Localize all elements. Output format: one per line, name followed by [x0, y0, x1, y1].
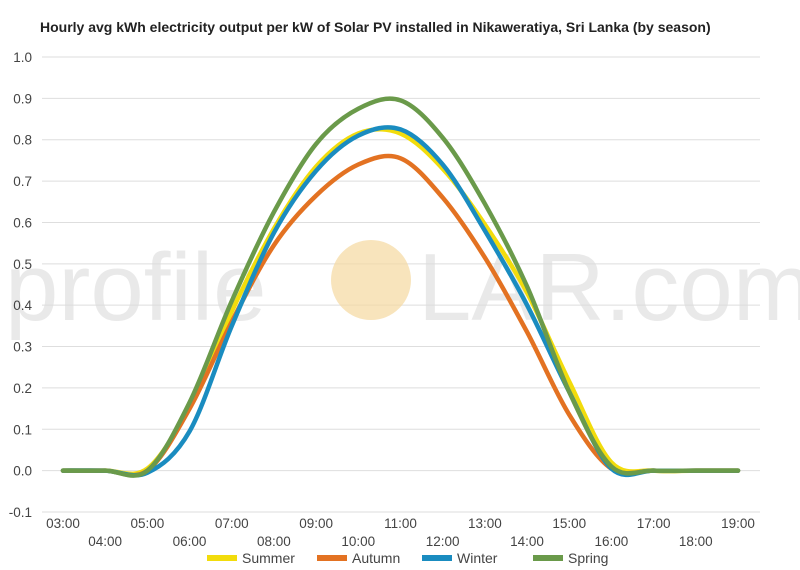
x-tick-label: 11:00: [384, 516, 417, 531]
y-tick-label: 0.2: [13, 381, 32, 396]
y-tick-label: 0.3: [13, 340, 32, 355]
x-tick-label: 06:00: [173, 534, 207, 549]
y-tick-label: 1.0: [13, 50, 32, 65]
legend-swatch-autumn: [317, 555, 347, 561]
y-axis-ticks: -0.1 0.0 0.1 0.2 0.3 0.4 0.5 0.6 0.7 0.8 0.9 1.0: [9, 50, 33, 520]
legend-swatch-summer: [207, 555, 237, 561]
y-tick-label: 0.9: [13, 91, 32, 106]
legend-label-spring: Spring: [568, 550, 608, 566]
x-axis-ticks: 03:00 04:00 05:00 06:00 07:00 08:00 09:00 10:00…: [46, 516, 755, 549]
legend-label-winter: Winter: [457, 550, 498, 566]
x-tick-label: 17:00: [637, 516, 671, 531]
x-tick-label: 14:00: [510, 534, 544, 549]
y-tick-label: 0.1: [13, 422, 32, 437]
watermark-text-right: LAR.com: [418, 234, 800, 341]
x-tick-label: 04:00: [88, 534, 122, 549]
grid-lines: [42, 56, 760, 513]
x-tick-label: 13:00: [468, 516, 502, 531]
x-tick-label: 09:00: [299, 516, 333, 531]
y-tick-label: -0.1: [9, 505, 32, 520]
legend-label-summer: Summer: [242, 550, 295, 566]
series-lines: [60, 96, 741, 478]
x-tick-label: 16:00: [595, 534, 629, 549]
legend: Summer Autumn Winter Spring: [207, 550, 608, 566]
y-tick-label: 0.4: [13, 298, 32, 313]
y-tick-label: 0.5: [13, 257, 32, 272]
x-tick-label: 03:00: [46, 516, 80, 531]
y-tick-label: 0.6: [13, 215, 32, 230]
legend-swatch-spring: [533, 555, 563, 561]
y-tick-label: 0.7: [13, 174, 32, 189]
legend-swatch-winter: [422, 555, 452, 561]
x-tick-label: 05:00: [130, 516, 164, 531]
y-tick-label: 0.0: [13, 464, 32, 479]
y-tick-label: 0.8: [13, 133, 32, 148]
watermark: profile LAR.com: [5, 234, 800, 341]
watermark-sun-icon: [331, 240, 411, 320]
x-tick-label: 08:00: [257, 534, 291, 549]
series-line-spring: [60, 96, 741, 478]
x-tick-label: 15:00: [552, 516, 586, 531]
x-tick-label: 10:00: [341, 534, 375, 549]
x-tick-label: 12:00: [426, 534, 460, 549]
chart-title: Hourly avg kWh electricity output per kW…: [40, 19, 711, 35]
x-tick-label: 19:00: [721, 516, 755, 531]
x-tick-label: 07:00: [215, 516, 249, 531]
x-tick-label: 18:00: [679, 534, 713, 549]
legend-label-autumn: Autumn: [352, 550, 400, 566]
